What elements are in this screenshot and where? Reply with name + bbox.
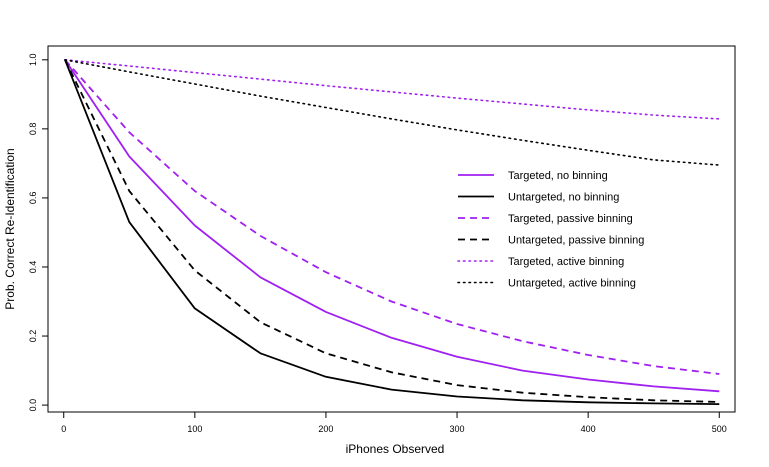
x-tick-label: 300 [450,424,465,434]
x-tick-label: 100 [187,424,202,434]
legend-label: Untargeted, passive binning [508,235,644,247]
y-axis: 0.0 0.2 0.4 0.6 0.8 1.0 [28,54,49,412]
x-axis: 0 100 200 300 400 500 [61,411,727,434]
legend-label: Targeted, no binning [508,170,608,182]
series-line-2 [64,59,720,405]
y-tick-label: 0.2 [28,330,38,343]
x-tick-label: 400 [581,424,596,434]
x-tick-label: 200 [318,424,333,434]
y-tick-label: 1.0 [28,54,38,67]
y-tick-label: 0.0 [28,399,38,412]
series-layer [64,58,721,405]
plot-frame [47,45,736,413]
series-line-3 [64,59,720,375]
legend: Targeted, no binning Untargeted, no binni… [457,170,644,290]
x-tick-label: 0 [61,424,66,434]
y-axis-title: Prob. Correct Re-Identification [3,148,17,309]
x-tick-label: 500 [712,424,727,434]
legend-label: Targeted, active binning [508,256,624,268]
legend-label: Targeted, passive binning [508,213,633,225]
y-tick-label: 0.6 [28,192,38,205]
legend-label: Untargeted, active binning [508,278,636,290]
legend-label: Untargeted, no binning [508,192,619,204]
y-tick-label: 0.4 [28,261,38,274]
series-line-1 [64,59,720,393]
series-line-5 [64,58,721,120]
series-line-6 [64,58,721,166]
y-tick-label: 0.8 [28,123,38,136]
x-axis-title: iPhones Observed [346,442,445,456]
series-line-4 [64,59,720,403]
